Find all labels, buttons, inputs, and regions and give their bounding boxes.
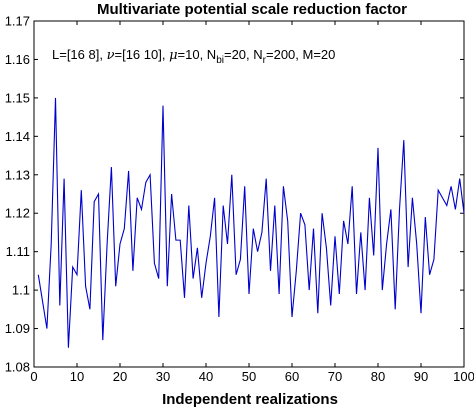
y-tick-label: 1.08 <box>5 360 30 375</box>
series-line <box>37 97 465 348</box>
chart-title: Multivariate potential scale reduction f… <box>97 1 407 18</box>
annotation-part: =20, N <box>224 47 263 62</box>
y-tick-label: 1.13 <box>5 167 30 182</box>
x-tick-label: 30 <box>156 369 170 384</box>
y-tick-label: 1.09 <box>5 321 30 336</box>
y-tick-label: 1.1 <box>12 283 30 298</box>
x-tick-label: 60 <box>285 369 299 384</box>
y-tick-label: 1.11 <box>6 244 30 259</box>
x-tick-label: 70 <box>328 369 342 384</box>
x-tick-label: 90 <box>414 369 428 384</box>
annotation-part: L=[16 8], <box>52 47 107 62</box>
y-tick-label: 1.14 <box>5 129 30 144</box>
annotation-part: =10, N <box>178 47 217 62</box>
plot-area: 0 10 20 30 40 50 60 70 80 90 100 1.08 1.09 1.1 1.11 1.1… <box>5 14 474 385</box>
x-tick-label: 50 <box>242 369 256 384</box>
x-axis-label: Independent realizations <box>162 391 338 408</box>
x-tick-label: 80 <box>371 369 385 384</box>
y-tick-label: 1.12 <box>5 206 30 221</box>
parameter-annotation: L=[16 8], ν=[16 10], μ=10, Nbi=20, Nr=20… <box>52 47 335 66</box>
y-tick-label: 1.15 <box>5 90 30 105</box>
annotation-subscript: bi <box>216 55 224 66</box>
annotation-greek: μ <box>169 48 177 63</box>
x-tick-label: 100 <box>453 369 474 384</box>
x-tick-label: 0 <box>30 369 37 384</box>
x-tick-label: 10 <box>70 369 84 384</box>
x-tick-label: 40 <box>199 369 213 384</box>
y-tick-label: 1.16 <box>5 52 30 67</box>
annotation-subscript: r <box>263 55 267 66</box>
annotation-greek: ν <box>107 48 115 63</box>
annotation-part: =[16 10], <box>114 47 169 62</box>
annotation-part: =200, M=20 <box>266 47 335 62</box>
x-tick-label: 20 <box>113 369 127 384</box>
y-tick-label: 1.17 <box>5 14 30 29</box>
